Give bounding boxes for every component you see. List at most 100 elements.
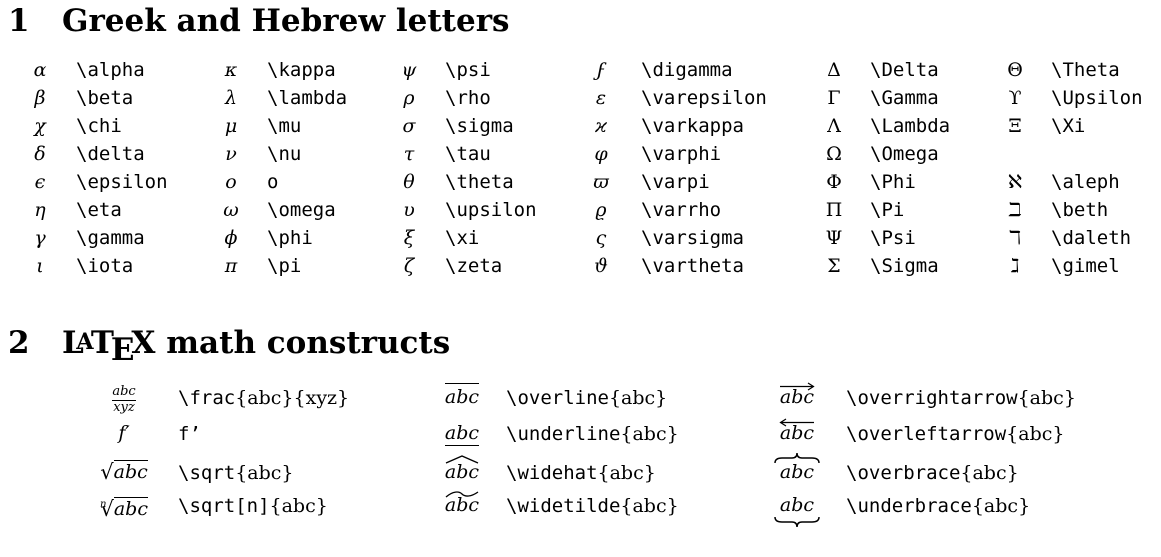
letter-symbol: Γ: [827, 87, 841, 109]
letter-symbol: ℸ: [1008, 227, 1022, 249]
letter-row: χ \chi: [28, 112, 168, 140]
construct-example: abc: [772, 494, 822, 528]
letter-symbol: λ: [224, 87, 238, 109]
construct-overleftarrow: abc \overleftarrow{abc}: [772, 416, 1064, 450]
letter-command: \nu: [267, 143, 302, 165]
letter-command: o: [267, 171, 279, 193]
widetilde-accent-icon: [445, 491, 479, 498]
letter-symbol: δ: [34, 143, 46, 165]
construct-example: abc xyz: [96, 378, 152, 416]
letter-symbol: ϰ: [595, 115, 607, 137]
letter-command: \varkappa: [641, 115, 744, 137]
letter-command: \varepsilon: [641, 87, 767, 109]
letter-symbol: ϒ: [1008, 87, 1022, 109]
letter-symbol: ξ: [403, 227, 415, 249]
left-arrow-icon: [779, 418, 814, 427]
letter-symbol: θ: [403, 171, 415, 193]
letter-symbol: β: [34, 87, 46, 109]
construct-overrightarrow: abc \overrightarrow{abc}: [772, 380, 1076, 414]
letter-row: Θ \Theta: [1003, 56, 1143, 84]
letter-command: \gamma: [76, 227, 145, 249]
construct-overbrace: abc \overbrace{abc}: [772, 452, 1019, 489]
letter-command: \omega: [267, 199, 336, 221]
letter-symbol: Θ: [1007, 59, 1023, 81]
letter-command: \digamma: [641, 59, 733, 81]
letter-row: ς \varsigma: [589, 224, 767, 252]
letter-row: ℷ \gimel: [1003, 252, 1143, 280]
letters-column-3: ψ \psi ρ \rho σ \sigma τ \tau θ \theta υ \upsi…: [397, 56, 537, 280]
letters-column-4: ϝ \digamma ε \varepsilon ϰ \varkappa φ \varp…: [589, 56, 767, 280]
letter-row-empty: [1003, 140, 1143, 168]
letter-command: \kappa: [267, 59, 336, 81]
letter-symbol: Ψ: [825, 227, 843, 249]
letter-row: ϑ \vartheta: [589, 252, 767, 280]
letter-row: ϕ \phi: [219, 224, 347, 252]
letter-command: \rho: [445, 87, 491, 109]
letter-row: Γ \Gamma: [822, 84, 950, 112]
letter-row: ϝ \digamma: [589, 56, 767, 84]
construct-widehat: abc \widehat{abc}: [440, 455, 656, 489]
letter-row: θ \theta: [397, 168, 537, 196]
letter-symbol: Λ: [827, 115, 841, 137]
letter-row: γ \gamma: [28, 224, 168, 252]
letter-symbol: η: [34, 199, 46, 221]
letter-symbol: κ: [224, 59, 238, 81]
letter-symbol: ε: [595, 87, 607, 109]
letter-row: σ \sigma: [397, 112, 537, 140]
letter-symbol: ϱ: [595, 199, 607, 221]
construct-example: abc: [444, 422, 480, 446]
letter-row: τ \tau: [397, 140, 537, 168]
letter-command: \Omega: [870, 143, 939, 165]
letter-symbol: α: [33, 59, 47, 81]
frac-denominator: xyz: [113, 400, 135, 415]
letter-command: \Theta: [1051, 59, 1120, 81]
letter-command: \Upsilon: [1051, 87, 1143, 109]
letter-row: ω \omega: [219, 196, 347, 224]
letter-symbol: ι: [36, 255, 44, 277]
construct-code: \underline{abc}: [506, 423, 679, 445]
letter-symbol: Φ: [826, 171, 842, 193]
letter-command: \Xi: [1051, 115, 1086, 137]
letter-row: β \beta: [28, 84, 168, 112]
letter-row: ζ \zeta: [397, 252, 537, 280]
letter-row: Ω \Omega: [822, 140, 950, 168]
construct-code: \widehat{abc}: [506, 462, 656, 484]
latex-logo: LATEX: [62, 325, 156, 368]
underbrace-icon: [774, 516, 820, 528]
section-number: 1: [8, 3, 30, 39]
construct-example: abc: [772, 382, 822, 408]
letter-command: \pi: [267, 255, 302, 277]
letter-symbol: σ: [402, 115, 416, 137]
letter-command: \Gamma: [870, 87, 939, 109]
letter-command: \zeta: [445, 255, 503, 277]
letter-symbol: ϵ: [34, 171, 46, 193]
letter-symbol: ϑ: [594, 255, 608, 277]
letter-symbol: o: [225, 171, 237, 193]
construct-overline: abc \overline{abc}: [440, 380, 667, 414]
construct-frac: abc xyz \frac{abc}{xyz}: [96, 378, 349, 416]
letter-command: \gimel: [1051, 255, 1120, 277]
letter-row: ι \iota: [28, 252, 168, 280]
letter-command: \delta: [76, 143, 145, 165]
letter-command: \beta: [76, 87, 134, 109]
letter-row: ψ \psi: [397, 56, 537, 84]
construct-code: \overbrace{abc}: [846, 462, 1019, 484]
letter-command: \Lambda: [870, 115, 951, 137]
construct-underline: abc \underline{abc}: [440, 416, 679, 450]
letter-row: Φ \Phi: [822, 168, 950, 196]
letter-row: η \eta: [28, 196, 168, 224]
letter-command: \varsigma: [641, 227, 744, 249]
letter-row: κ \kappa: [219, 56, 347, 84]
letter-command: \Sigma: [870, 255, 939, 277]
construct-sqrt-n: n √ abc \sqrt[n]{abc}: [96, 488, 328, 522]
letter-row: Σ \Sigma: [822, 252, 950, 280]
construct-sqrt: √ abc \sqrt{abc}: [96, 455, 294, 489]
letter-row: ϰ \varkappa: [589, 112, 767, 140]
section-title: math constructs: [155, 325, 451, 361]
section-heading-greek-hebrew: 1 Greek and Hebrew letters: [8, 6, 510, 37]
letter-command: \upsilon: [445, 199, 537, 221]
letter-command: \alpha: [76, 59, 145, 81]
widehat-accent-icon: [445, 455, 479, 464]
letter-row: Λ \Lambda: [822, 112, 950, 140]
